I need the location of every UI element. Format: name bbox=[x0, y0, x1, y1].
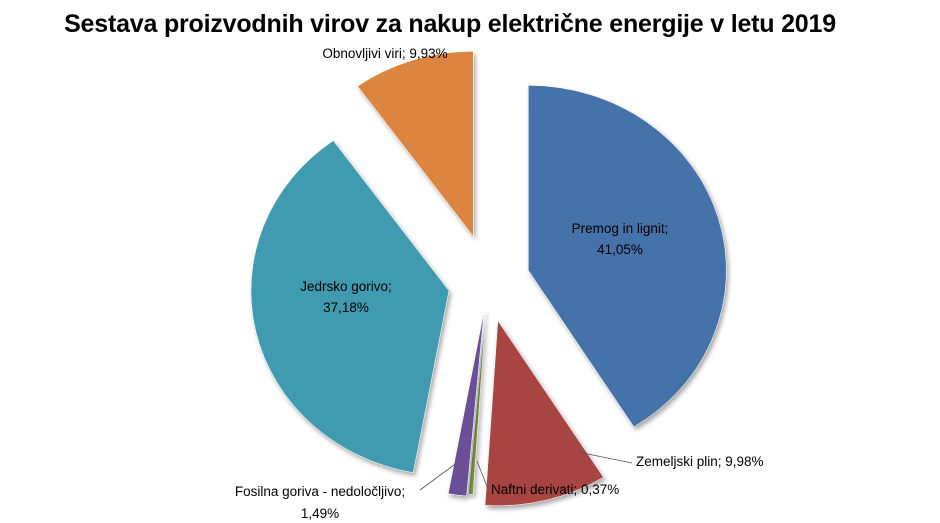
pie-slice-1 bbox=[528, 85, 727, 428]
chart-title: Sestava proizvodnih virov za nakup elekt… bbox=[64, 10, 836, 38]
pie-slice-4 bbox=[447, 311, 485, 497]
leader-line-2 bbox=[577, 451, 633, 464]
data-label-4-line-2: 1,49% bbox=[301, 506, 339, 521]
pie-slice-5 bbox=[250, 140, 450, 474]
data-label-5-line-1: Jedrsko gorivo; bbox=[300, 279, 392, 294]
data-label-2: Zemeljski plin; 9,98% bbox=[636, 454, 764, 469]
leader-line-3 bbox=[476, 460, 489, 490]
pie-slice-3 bbox=[468, 309, 487, 495]
data-label-3: Naftni derivati; 0,37% bbox=[491, 482, 619, 497]
data-label-5-line-2: 37,18% bbox=[323, 300, 369, 315]
data-label-4-line-1: Fosilna goriva - nedoločljivo; bbox=[235, 484, 405, 499]
pie-slice-2 bbox=[484, 320, 604, 507]
pie-slice-6 bbox=[357, 51, 474, 238]
leader-line-4 bbox=[419, 461, 459, 491]
data-label-1-line-2: 41,05% bbox=[597, 242, 643, 257]
data-label-1-line-1: Premog in lignit; bbox=[572, 221, 669, 236]
data-label-6: Obnovljivi viri; 9,93% bbox=[322, 46, 447, 61]
